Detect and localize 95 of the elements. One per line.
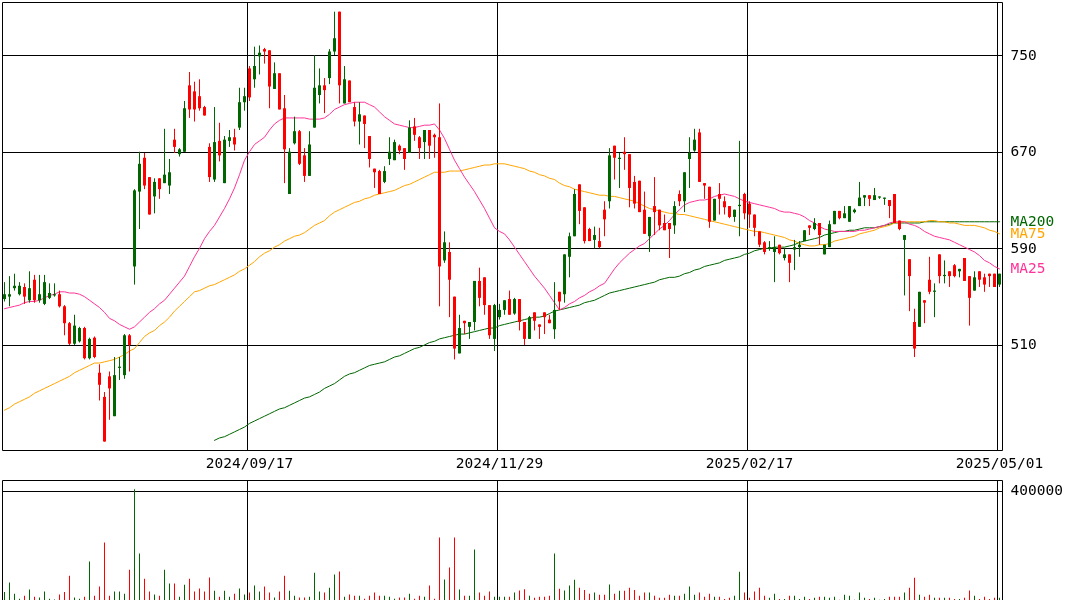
candlestick <box>233 128 236 152</box>
candlestick <box>8 275 11 307</box>
candlestick <box>748 200 751 229</box>
line-series <box>4 101 1000 330</box>
candlestick <box>528 315 531 340</box>
candlestick <box>368 135 371 168</box>
candlestick <box>68 321 71 346</box>
candlestick <box>553 281 556 340</box>
candlestick <box>788 253 791 283</box>
candlestick <box>443 230 446 264</box>
candlestick <box>413 117 416 142</box>
candlestick <box>293 116 296 145</box>
y-tick-label: 510 <box>1010 336 1037 353</box>
candlestick <box>923 299 926 324</box>
candlestick <box>353 101 356 127</box>
candlestick <box>743 192 746 220</box>
candlestick <box>693 128 696 153</box>
candlestick <box>163 128 166 184</box>
candlestick <box>598 227 601 249</box>
candlestick <box>158 177 161 200</box>
x-tick-label: 2025/05/01 <box>955 454 1044 471</box>
candlestick <box>378 169 381 195</box>
candlestick <box>303 147 306 183</box>
candlestick <box>543 311 546 335</box>
candlestick <box>773 235 776 283</box>
candlestick <box>43 274 46 306</box>
candlestick <box>968 275 971 327</box>
candlestick <box>253 46 256 89</box>
candlestick <box>388 136 391 166</box>
y-tick-label: 750 <box>1010 46 1037 63</box>
candlestick <box>673 200 676 235</box>
candlestick <box>973 270 976 292</box>
candlestick <box>903 234 906 296</box>
candlestick <box>193 81 196 123</box>
candlestick <box>718 182 721 216</box>
candlestick <box>603 200 606 237</box>
candlestick <box>128 333 131 373</box>
candlestick <box>73 314 76 346</box>
candlestick <box>33 274 36 304</box>
candlestick <box>423 129 426 160</box>
candlestick <box>173 128 176 154</box>
candlestick <box>168 158 171 195</box>
candlestick <box>418 135 421 160</box>
candlestick <box>333 11 336 56</box>
candlestick <box>648 216 651 253</box>
candlestick <box>908 258 911 312</box>
line-series <box>4 163 1000 411</box>
candlestick <box>613 145 616 181</box>
line-series <box>214 221 1000 441</box>
candlestick <box>198 78 201 112</box>
candlestick <box>323 77 326 114</box>
candlestick <box>63 304 66 336</box>
candlestick <box>153 177 156 214</box>
y-tick-label: 400000 <box>1010 482 1063 499</box>
candlestick <box>23 282 26 305</box>
candlestick <box>98 363 101 401</box>
candlestick <box>108 371 111 421</box>
candlestick <box>358 101 361 145</box>
y-tick-label: 670 <box>1010 143 1037 160</box>
candlestick <box>983 273 986 293</box>
series-label: MA200 <box>1010 212 1055 229</box>
candlestick <box>928 256 931 295</box>
candlestick <box>688 136 691 189</box>
candlestick <box>403 147 406 171</box>
x-tick-label: 2024/11/29 <box>455 454 544 471</box>
candlestick <box>218 122 221 162</box>
x-tick-label: 2024/09/17 <box>205 454 294 471</box>
candlestick <box>93 335 96 359</box>
candlestick <box>88 337 91 360</box>
candlestick <box>888 199 891 219</box>
candlestick <box>593 226 596 249</box>
x-tick-label: 2025/02/17 <box>705 454 794 471</box>
candlestick <box>3 281 6 302</box>
candlestick <box>793 239 796 271</box>
series-label: MA25 <box>1010 259 1046 276</box>
candlestick <box>723 195 726 216</box>
candlestick <box>533 311 536 331</box>
candlestick <box>508 290 511 316</box>
candlestick <box>653 176 656 236</box>
candlestick <box>568 232 571 278</box>
candlestick <box>28 270 31 304</box>
candlestick <box>363 115 366 149</box>
candlestick <box>858 181 861 207</box>
candlestick <box>243 87 246 112</box>
candlestick <box>518 298 521 331</box>
candlestick <box>523 321 526 346</box>
candlestick <box>668 222 671 259</box>
candlestick <box>478 267 481 307</box>
candlestick <box>428 129 431 160</box>
candlestick <box>938 253 941 284</box>
candlestick <box>38 274 41 304</box>
candlestick <box>273 61 276 90</box>
y-tick-label: 590 <box>1010 239 1037 256</box>
candlestick <box>318 67 321 104</box>
candlestick <box>633 175 636 209</box>
